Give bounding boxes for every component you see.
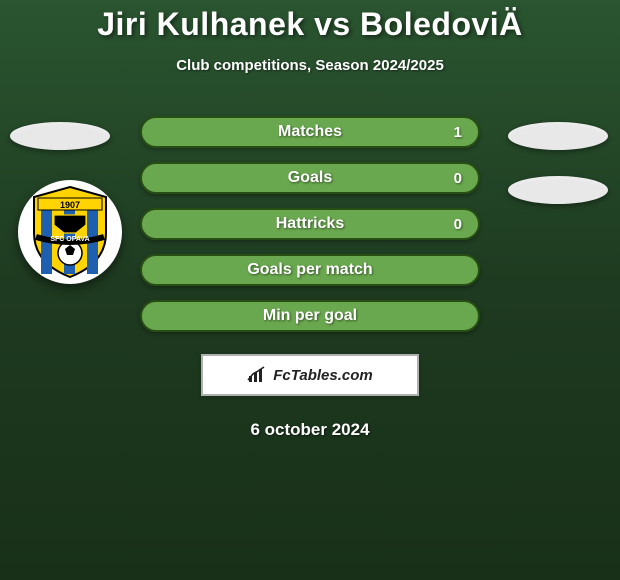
stat-bar-goals-per-match: Goals per match xyxy=(140,254,480,286)
club-badge: 1907 SFC OPAVA xyxy=(18,180,122,284)
player-photo-placeholder-left xyxy=(10,122,110,150)
svg-text:SFC OPAVA: SFC OPAVA xyxy=(50,236,89,243)
brand-box[interactable]: FcTables.com xyxy=(201,354,419,396)
stat-label: Matches xyxy=(278,123,342,141)
date-text: 6 october 2024 xyxy=(0,420,620,440)
stat-bar-matches: Matches 1 xyxy=(140,116,480,148)
svg-text:1907: 1907 xyxy=(60,200,80,210)
sfc-opava-crest-icon: 1907 SFC OPAVA xyxy=(26,185,114,279)
stat-label: Hattricks xyxy=(276,215,344,233)
stat-label: Goals per match xyxy=(247,261,372,279)
stat-bar-goals: Goals 0 xyxy=(140,162,480,194)
stat-value: 0 xyxy=(454,170,462,187)
stat-label: Min per goal xyxy=(263,307,357,325)
player-photo-placeholder-right-2 xyxy=(508,176,608,204)
subtitle: Club competitions, Season 2024/2025 xyxy=(0,57,620,74)
page-title: Jiri Kulhanek vs BoledoviÄ xyxy=(0,0,620,43)
bar-chart-icon xyxy=(247,366,269,384)
stat-label: Goals xyxy=(288,169,332,187)
stat-bar-min-per-goal: Min per goal xyxy=(140,300,480,332)
brand-text: FcTables.com xyxy=(273,367,372,384)
player-photo-placeholder-right-1 xyxy=(508,122,608,150)
stat-value: 0 xyxy=(454,216,462,233)
stat-bar-hattricks: Hattricks 0 xyxy=(140,208,480,240)
stat-value: 1 xyxy=(454,124,462,141)
